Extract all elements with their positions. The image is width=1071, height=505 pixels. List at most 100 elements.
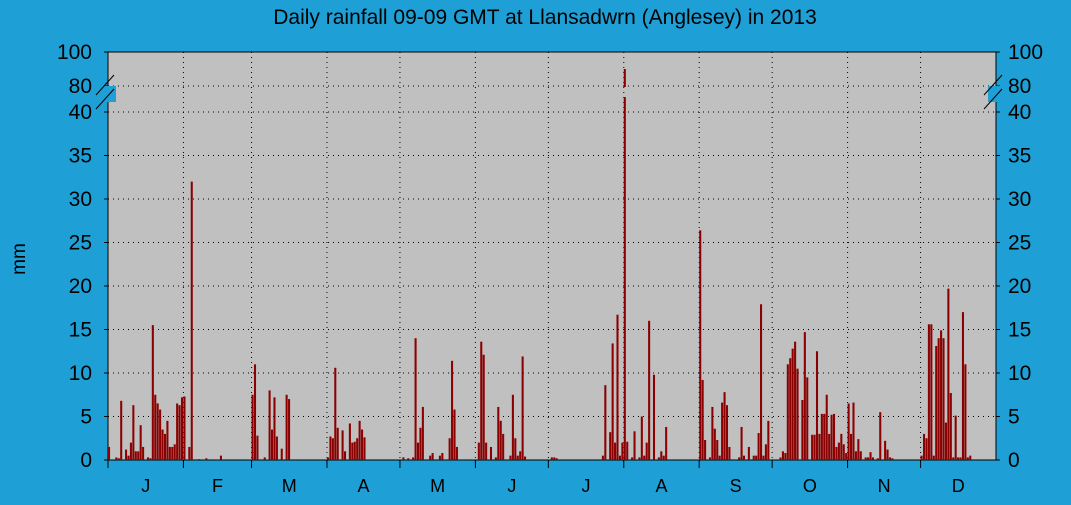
rain-bar [414,338,417,460]
rain-bar [139,425,142,460]
rain-bar [149,458,152,460]
chart-title: Daily rainfall 09-09 GMT at Llansadwrn (… [273,6,817,29]
y-tick-label: 80 [1008,75,1031,98]
rain-bar [640,416,643,460]
y-tick-label: 35 [69,145,92,168]
rain-bar [811,434,814,460]
rain-bar [251,394,254,460]
rain-bar [497,406,500,460]
rain-bar [341,430,344,460]
rain-bar [704,439,707,460]
rain-bar [329,436,332,460]
rain-bar [183,396,186,460]
rain-bar [966,457,969,460]
rain-bar [937,338,940,460]
rain-bar [419,427,422,460]
rain-bar [509,455,512,460]
rain-bar [850,433,853,460]
rain-bar [268,390,271,460]
rain-bar [791,348,794,460]
rain-bar [173,444,176,460]
rain-bar [657,457,660,460]
rain-bar [142,446,145,460]
rain-bar [716,439,719,460]
rain-bar [884,440,887,460]
rain-bar [429,455,432,460]
y-tick-label: 5 [1008,406,1020,429]
break-line [95,88,115,110]
rain-bar [480,341,483,460]
rain-bar [168,446,171,460]
rain-bar [485,442,488,460]
rain-bar [815,351,819,460]
rain-bar [159,409,162,460]
rain-bar [334,367,337,460]
y-tick-label: 30 [1008,188,1031,211]
y-tick-label: 35 [1008,145,1031,168]
rain-bar [852,402,855,460]
rain-bar [825,394,828,460]
rain-bar [514,438,517,460]
rain-bar [256,435,259,460]
rain-bar [494,457,497,460]
rain-bar [762,455,765,460]
rain-bar [271,429,274,460]
y-tick-label: 5 [80,406,92,429]
rain-bar [358,420,361,460]
rain-bar [779,457,782,460]
rain-bar [601,455,604,460]
rain-bar [151,325,154,460]
rain-bar [781,451,784,460]
y-tick-label: 10 [69,362,92,385]
month-label: S [730,476,742,496]
y-tick-label: 30 [69,188,92,211]
y-tick-labels-right: 0 5 10 15 20 25 30 35 40 80 100 [1008,41,1043,472]
rain-bar [154,394,157,460]
rain-bar [453,409,456,460]
rain-bar [789,358,792,460]
rain-bar [219,455,222,460]
rain-bar [665,426,668,460]
month-label: M [430,476,445,496]
rain-bar [326,457,330,460]
rain-bar [923,433,926,460]
rain-bar [954,415,957,460]
rain-bar [402,457,405,460]
rain-bar [699,230,702,460]
rain-bar [108,446,111,460]
rain-bar [273,397,276,460]
rain-bar [407,458,410,460]
rain-bar [448,438,451,460]
rain-bar [964,364,967,460]
rain-bar [146,457,149,460]
rain-bar [611,343,614,460]
rain-bar [412,457,415,460]
rain-bar [343,451,347,460]
rain-bar [891,458,894,460]
rain-bars [108,69,972,460]
y-tick-label: 0 [80,449,92,472]
rain-bar [784,453,787,460]
break-line [95,74,115,96]
break-line [983,74,1003,96]
rain-bar [927,324,930,460]
month-label: O [803,476,817,496]
rain-bar [888,457,892,460]
break-gap [988,86,1004,102]
rain-bar [701,379,704,460]
y-tick-label: 20 [69,275,92,298]
rain-bar [842,444,845,460]
y-tick-label: 0 [1008,449,1020,472]
plot-area [107,51,997,461]
y-tick-labels-left: 0 5 10 15 20 25 30 35 40 80 100 [57,41,92,472]
month-label: F [212,476,223,496]
rain-bar [134,451,137,460]
rain-bar [348,423,351,460]
rain-bar [959,457,962,460]
rain-bar [280,448,283,460]
rain-bar [932,455,935,460]
y-tick-label: 10 [1008,362,1031,385]
rain-bar [416,442,420,460]
rain-bar [786,364,789,460]
